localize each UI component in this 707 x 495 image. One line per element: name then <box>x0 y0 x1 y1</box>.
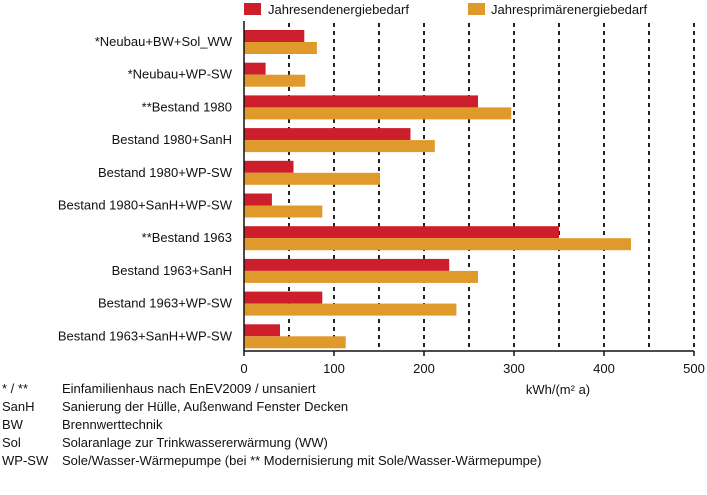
category-label: Bestand 1980+SanH <box>112 132 232 147</box>
note-key: * / ** <box>2 381 29 396</box>
note-text: Sole/Wasser-Wärmepumpe (bei ** Modernisi… <box>62 453 542 468</box>
note-row: * / ** Einfamilienhaus nach EnEV2009 / u… <box>2 380 702 398</box>
bar <box>244 62 266 75</box>
bar <box>244 193 272 206</box>
note-text: Brennwerttechnik <box>62 417 163 432</box>
note-key: WP-SW <box>2 453 49 468</box>
bar <box>244 74 306 87</box>
bar <box>244 336 346 349</box>
note-text: Einfamilienhaus nach EnEV2009 / unsanier… <box>62 381 316 396</box>
category-label: Bestand 1963+WP-SW <box>98 296 233 311</box>
bars <box>244 30 631 349</box>
bar <box>244 30 305 42</box>
bar <box>244 107 512 120</box>
category-label: Bestand 1963+SanH+WP-SW <box>58 328 233 343</box>
footnotes: * / ** Einfamilienhaus nach EnEV2009 / u… <box>2 380 702 470</box>
legend-label: Jahresprimärenergiebedarf <box>491 2 647 17</box>
category-label: Bestand 1980+SanH+WP-SW <box>58 198 233 213</box>
bar <box>244 270 478 283</box>
category-labels: *Neubau+BW+Sol_WW *Neubau+WP-SW **Bestand … <box>58 34 233 343</box>
bar <box>244 324 280 337</box>
x-tick-label: 400 <box>593 361 615 376</box>
category-label: **Bestand 1963 <box>142 230 232 245</box>
x-tick-label: 200 <box>413 361 435 376</box>
bar <box>244 226 559 239</box>
bar-chart: Jahresendenergiebedarf Jahresprimärenergi… <box>58 2 705 397</box>
note-text: Solaranlage zur Trinkwassererwärmung (WW… <box>62 435 328 450</box>
note-key: Sol <box>2 435 21 450</box>
legend-label: Jahresendenergiebedarf <box>268 2 409 17</box>
legend-swatch <box>468 3 485 15</box>
note-row: WP-SW Sole/Wasser-Wärmepumpe (bei ** Mod… <box>2 452 702 470</box>
bar <box>244 205 323 218</box>
category-label: Bestand 1963+SanH <box>112 263 232 278</box>
x-tick-label: 0 <box>240 361 247 376</box>
bar <box>244 95 478 108</box>
note-row: SanH Sanierung der Hülle, Außenwand Fens… <box>2 398 702 416</box>
legend-swatch <box>244 3 261 15</box>
x-axis-title: kWh/(m² a) <box>526 382 590 397</box>
category-label: *Neubau+BW+Sol_WW <box>95 34 233 49</box>
bar <box>244 291 323 304</box>
bar <box>244 303 457 316</box>
bar <box>244 128 411 141</box>
category-label: **Bestand 1980 <box>142 99 232 114</box>
note-key: BW <box>2 417 23 432</box>
bar <box>244 42 317 54</box>
legend: Jahresendenergiebedarf Jahresprimärenergi… <box>244 2 647 17</box>
note-row: Sol Solaranlage zur Trinkwassererwärmung… <box>2 434 702 452</box>
note-row: BW Brennwerttechnik <box>2 416 702 434</box>
bar <box>244 258 450 271</box>
bar <box>244 172 380 185</box>
note-text: Sanierung der Hülle, Außenwand Fenster D… <box>62 399 349 414</box>
bar <box>244 160 294 173</box>
note-key: SanH <box>2 399 35 414</box>
x-tick-label: 500 <box>683 361 705 376</box>
category-label: *Neubau+WP-SW <box>128 67 233 82</box>
x-axis: 0 100 200 300 400 500 kWh/(m² a) <box>240 21 705 397</box>
bar <box>244 140 435 153</box>
x-tick-label: 300 <box>503 361 525 376</box>
grid <box>288 23 695 351</box>
category-label: Bestand 1980+WP-SW <box>98 165 233 180</box>
bar <box>244 238 631 251</box>
x-tick-label: 100 <box>323 361 345 376</box>
